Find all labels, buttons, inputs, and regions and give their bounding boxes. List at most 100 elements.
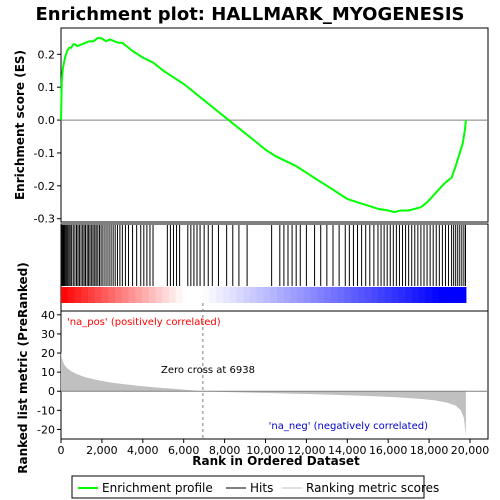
heat-bar-segment [276, 287, 285, 303]
x-tick-label: 4,000 [127, 444, 159, 457]
heat-bar-segment [425, 287, 433, 303]
heat-bar-segment [270, 287, 278, 303]
heat-bar-segment [222, 287, 231, 303]
x-tick-label: 12,000 [287, 444, 326, 457]
heat-bar-segment [256, 287, 264, 303]
x-tick-label: 2,000 [86, 444, 118, 457]
heat-bar-segment [168, 287, 177, 303]
heat-bar-segment [216, 287, 224, 303]
heat-bar-segment [324, 287, 332, 303]
metric-panel: 40 30 20 10 0 -10 -20 0 2,000 4,000 6,000 8,000 10,… [16, 262, 489, 474]
es-y-tick-label: -0.2 [34, 180, 55, 193]
heat-bar-segment [303, 287, 312, 303]
heat-bar-segment [411, 287, 420, 303]
heat-bar-segment [209, 287, 217, 303]
x-ticks: 0 2,000 4,000 6,000 8,000 10,000 12,000 14,000 1… [58, 439, 490, 457]
heat-bar-segment [344, 287, 352, 303]
heat-bar-segment [384, 287, 393, 303]
enrichment-profile-line [60, 36, 467, 214]
x-tick-label: 18,000 [410, 444, 449, 457]
heat-bar-segment [189, 287, 197, 303]
x-tick-label: 20,000 [451, 444, 490, 457]
metric-y-tick-label: 40 [41, 309, 55, 322]
heat-bar-segment [398, 287, 406, 303]
heat-bar-segment [175, 287, 183, 303]
heat-bar-segment [182, 287, 190, 303]
legend-metric-label: Ranking metric scores [306, 481, 439, 495]
heat-bar-segment [74, 287, 82, 303]
x-tick-label: 0 [58, 444, 65, 457]
heat-bar-segment [445, 287, 453, 303]
heat-bar-segment [162, 287, 170, 303]
heat-bar-segment [101, 287, 109, 303]
heat-bar-segment [195, 287, 204, 303]
heat-bar-segment [317, 287, 325, 303]
x-axis-label: Rank in Ordered Dataset [192, 454, 360, 468]
heat-bar-segment [364, 287, 372, 303]
heat-bar-segment [405, 287, 413, 303]
heat-bar-segment [229, 287, 237, 303]
neg-correlated-label: 'na_neg' (negatively correlated) [269, 421, 428, 432]
heat-bar-segment [61, 287, 69, 303]
rank-heat-bar [61, 287, 467, 303]
heat-bar-segment [87, 287, 96, 303]
es-y-axis-label: Enrichment score (ES) [13, 50, 27, 200]
heat-bar-segment [81, 287, 89, 303]
heat-bar-segment [202, 287, 210, 303]
heat-bar-segment [371, 287, 379, 303]
heat-bar-segment [94, 287, 102, 303]
legend-enrichment-label: Enrichment profile [102, 481, 213, 495]
heat-bar-segment [418, 287, 426, 303]
heat-bar-segment [67, 287, 75, 303]
heat-bar-segment [452, 287, 460, 303]
x-tick-label: 10,000 [246, 444, 285, 457]
heat-bar-segment [135, 287, 143, 303]
heat-bar-segment [108, 287, 116, 303]
es-panel: 0.2 0.1 0.0 -0.1 -0.2 -0.3 Enrichment score (… [13, 27, 489, 226]
heat-bar-segment [236, 287, 244, 303]
heat-bar-segment [114, 287, 123, 303]
metric-y-axis-label: Ranked list metric (PreRanked) [16, 262, 30, 474]
es-y-tick-label: -0.1 [34, 147, 55, 160]
heat-bar-segment [378, 287, 386, 303]
heat-bar-segment [357, 287, 366, 303]
heat-bar-segment [459, 287, 467, 303]
metric-y-tick-label: 10 [41, 366, 55, 379]
zero-cross-label: Zero cross at 6938 [161, 365, 255, 376]
heat-bar-segment [290, 287, 298, 303]
heat-bar-segment [121, 287, 129, 303]
ranking-metric-area [61, 351, 466, 436]
hits-panel [60, 223, 489, 312]
heat-bar-segment [297, 287, 305, 303]
metric-y-ticks: 40 30 20 10 0 -10 -20 [37, 309, 61, 436]
heat-bar-segment [263, 287, 271, 303]
heat-bar-segment [141, 287, 150, 303]
heat-bar-segment [337, 287, 345, 303]
es-y-ticks: 0.2 0.1 0.0 -0.1 -0.2 -0.3 [34, 48, 61, 226]
x-tick-label: 6,000 [168, 444, 200, 457]
heat-bar-segment [155, 287, 163, 303]
es-y-tick-label: 0.0 [38, 114, 56, 127]
heat-bar-segment [148, 287, 156, 303]
metric-y-tick-label: 20 [41, 347, 55, 360]
metric-y-tick-label: -10 [37, 404, 55, 417]
heat-bar-segment [243, 287, 251, 303]
legend: Enrichment profile Hits Ranking metric s… [71, 475, 439, 499]
es-y-tick-label: -0.3 [34, 213, 55, 226]
legend-hits-label: Hits [250, 481, 273, 495]
heat-bar-segment [351, 287, 359, 303]
heat-bar-segment [310, 287, 318, 303]
metric-y-tick-label: 0 [48, 385, 55, 398]
legend-box [71, 475, 425, 499]
metric-y-tick-label: -20 [37, 423, 55, 436]
heat-bar-segment [432, 287, 440, 303]
heat-bar-segment [128, 287, 136, 303]
heat-bar-segment [330, 287, 339, 303]
x-tick-label: 14,000 [328, 444, 367, 457]
es-y-tick-label: 0.1 [38, 81, 56, 94]
hit-lines [60, 225, 467, 286]
es-plot-frame [60, 27, 489, 223]
heat-bar-segment [249, 287, 258, 303]
